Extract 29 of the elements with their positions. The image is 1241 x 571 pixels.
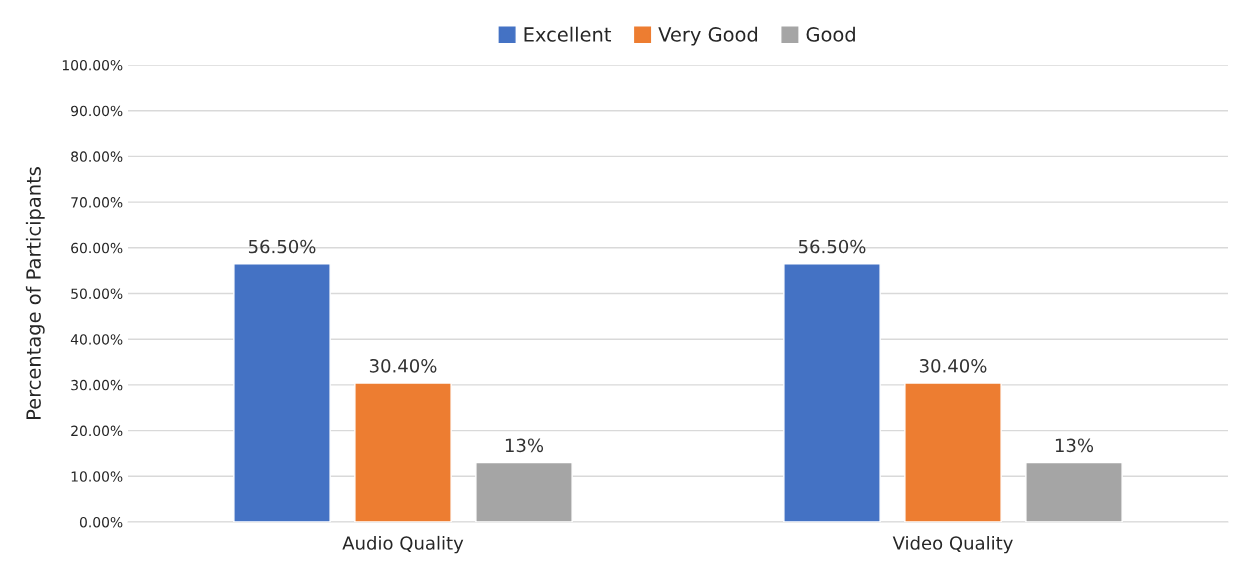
data-label: 30.40% [369,358,437,373]
y-tick-label: 70.00% [71,197,123,208]
legend-label: Good [806,26,855,42]
data-label: 13% [505,438,544,453]
bar [1025,461,1123,522]
data-label: 56.50% [798,239,866,254]
data-label: 13% [1055,438,1094,453]
y-tick-label: 90.00% [71,105,123,117]
bar [904,382,1002,522]
bar [783,263,881,522]
y-axis-title: Percentage of Participants [25,167,45,419]
y-tick-label: 80.00% [71,151,123,162]
y-tick-label: 30.00% [71,379,123,391]
data-label: 30.40% [919,358,987,373]
data-label: 56.50% [248,239,316,254]
y-tick-label: 10.00% [71,471,123,482]
x-tick-label: Video Quality [892,535,1013,554]
bar [233,263,331,522]
y-tick-label: 60.00% [71,242,123,254]
y-tick-label: 50.00% [71,288,123,299]
y-tick-label: 100.00% [62,59,123,71]
legend-label: Very Good [658,26,758,46]
y-tick-label: 0.00% [79,516,123,528]
legend-label: Excellent [524,26,612,42]
y-tick-label: 20.00% [71,425,123,437]
bar [354,382,452,522]
bar [475,461,573,522]
y-tick-label: 40.00% [70,334,123,345]
x-tick-label: Audio Quality [342,535,464,554]
